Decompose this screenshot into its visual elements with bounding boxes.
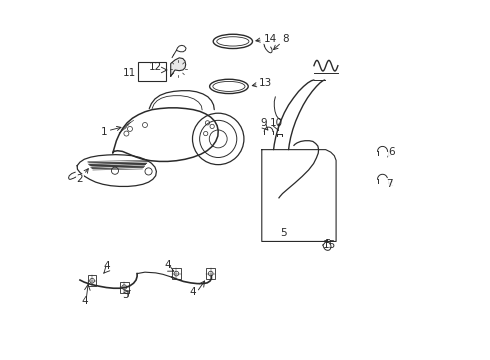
Text: 4: 4 (165, 260, 172, 270)
Bar (88, 275, 97, 286)
Text: 14: 14 (256, 33, 277, 44)
Text: 4: 4 (190, 287, 196, 297)
Text: 12: 12 (148, 62, 162, 72)
Text: 10: 10 (270, 118, 283, 129)
Text: 8: 8 (273, 34, 289, 50)
Text: 4: 4 (103, 261, 110, 271)
Bar (138, 62, 166, 81)
Text: 4: 4 (81, 296, 88, 306)
Text: 5: 5 (280, 229, 287, 238)
Text: 3: 3 (122, 291, 129, 300)
Polygon shape (171, 58, 186, 76)
Bar (120, 282, 128, 293)
Bar (172, 268, 181, 279)
Text: 15: 15 (322, 240, 336, 250)
Text: 6: 6 (388, 147, 395, 157)
Text: 13: 13 (252, 78, 272, 88)
Text: 11: 11 (123, 68, 136, 78)
Text: 2: 2 (76, 169, 88, 184)
Bar (206, 268, 215, 279)
Text: 9: 9 (261, 118, 267, 129)
Text: 7: 7 (386, 179, 393, 189)
Text: 1: 1 (100, 126, 121, 137)
